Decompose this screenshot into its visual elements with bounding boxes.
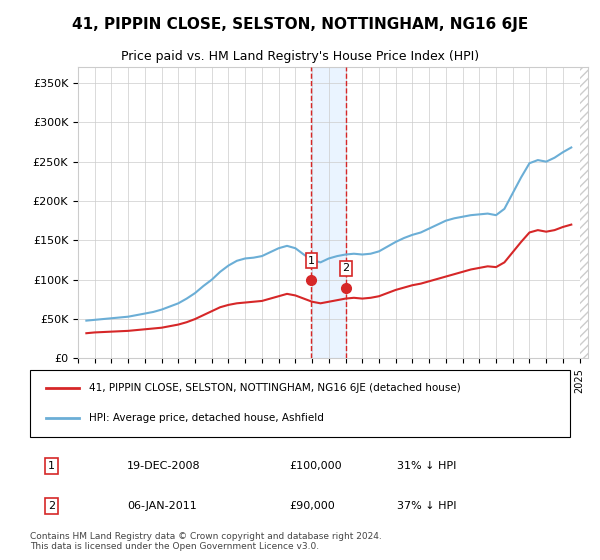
Text: £100,000: £100,000 (289, 461, 342, 471)
Text: 41, PIPPIN CLOSE, SELSTON, NOTTINGHAM, NG16 6JE (detached house): 41, PIPPIN CLOSE, SELSTON, NOTTINGHAM, N… (89, 384, 461, 394)
Text: HPI: Average price, detached house, Ashfield: HPI: Average price, detached house, Ashf… (89, 413, 324, 423)
Text: 2: 2 (343, 263, 349, 273)
Text: 06-JAN-2011: 06-JAN-2011 (127, 501, 197, 511)
Text: Contains HM Land Registry data © Crown copyright and database right 2024.
This d: Contains HM Land Registry data © Crown c… (30, 532, 382, 552)
Text: 2: 2 (48, 501, 55, 511)
Text: 1: 1 (48, 461, 55, 471)
FancyBboxPatch shape (30, 370, 570, 437)
Text: 31% ↓ HPI: 31% ↓ HPI (397, 461, 457, 471)
Text: 1: 1 (308, 255, 315, 265)
Text: £90,000: £90,000 (289, 501, 335, 511)
Text: Price paid vs. HM Land Registry's House Price Index (HPI): Price paid vs. HM Land Registry's House … (121, 50, 479, 63)
Bar (311, 67, 346, 358)
Text: 19-DEC-2008: 19-DEC-2008 (127, 461, 201, 471)
Text: 41, PIPPIN CLOSE, SELSTON, NOTTINGHAM, NG16 6JE: 41, PIPPIN CLOSE, SELSTON, NOTTINGHAM, N… (72, 17, 528, 32)
Text: 37% ↓ HPI: 37% ↓ HPI (397, 501, 457, 511)
